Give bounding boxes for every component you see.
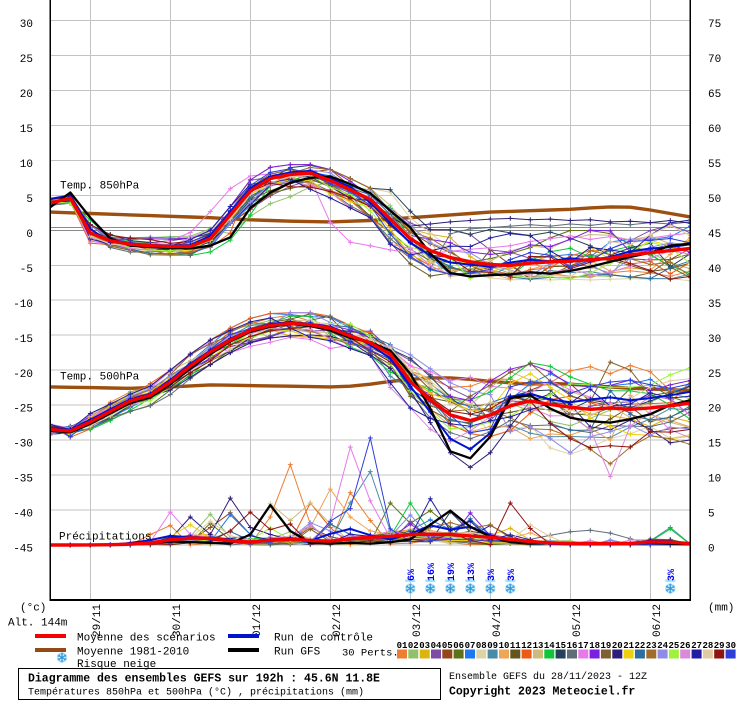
svg-text:10: 10 — [20, 159, 33, 171]
svg-text:01: 01 — [397, 641, 408, 651]
svg-text:35: 35 — [708, 299, 721, 311]
svg-text:04: 04 — [431, 641, 442, 651]
svg-text:02: 02 — [408, 641, 419, 651]
svg-text:26: 26 — [680, 641, 691, 651]
svg-text:Run de contrôle: Run de contrôle — [274, 633, 373, 645]
svg-text:30: 30 — [708, 334, 721, 346]
svg-text:10: 10 — [499, 641, 510, 651]
svg-text:07: 07 — [465, 641, 476, 651]
svg-text:55: 55 — [708, 159, 721, 171]
svg-text:29: 29 — [714, 641, 725, 651]
svg-text:45: 45 — [708, 229, 721, 241]
svg-text:50: 50 — [708, 194, 721, 206]
svg-text:20: 20 — [20, 89, 33, 101]
svg-text:(mm): (mm) — [708, 603, 734, 615]
svg-text:-20: -20 — [13, 369, 33, 381]
svg-text:70: 70 — [708, 54, 721, 66]
svg-text:27: 27 — [691, 641, 702, 651]
svg-text:05: 05 — [442, 641, 453, 651]
svg-text:24: 24 — [657, 641, 668, 651]
svg-text:23: 23 — [646, 641, 657, 651]
svg-text:-15: -15 — [13, 334, 33, 346]
svg-text:20: 20 — [612, 641, 623, 651]
svg-text:-30: -30 — [13, 439, 33, 451]
svg-text:Risque neige: Risque neige — [77, 659, 156, 671]
svg-text:6%: 6% — [407, 569, 418, 581]
svg-text:30: 30 — [725, 641, 736, 651]
svg-text:15: 15 — [20, 124, 33, 136]
svg-text:17: 17 — [578, 641, 589, 651]
svg-text:28: 28 — [702, 641, 713, 651]
svg-text:01/12: 01/12 — [252, 604, 264, 637]
svg-text:3%: 3% — [487, 569, 498, 581]
svg-text:22: 22 — [634, 641, 645, 651]
svg-text:21: 21 — [623, 641, 634, 651]
svg-text:08: 08 — [476, 641, 487, 651]
svg-text:0: 0 — [26, 229, 33, 241]
svg-text:13%: 13% — [467, 563, 478, 581]
svg-text:5: 5 — [708, 509, 715, 521]
svg-text:14: 14 — [544, 641, 555, 651]
svg-text:04/12: 04/12 — [492, 604, 504, 637]
svg-text:-5: -5 — [20, 264, 33, 276]
svg-text:25: 25 — [668, 641, 679, 651]
svg-text:Temp. 850hPa: Temp. 850hPa — [60, 181, 140, 193]
svg-text:15: 15 — [555, 641, 566, 651]
svg-text:03/12: 03/12 — [412, 604, 424, 637]
svg-text:06/12: 06/12 — [652, 604, 664, 637]
svg-text:3%: 3% — [507, 569, 518, 581]
svg-text:40: 40 — [708, 264, 721, 276]
svg-text:Températures 850hPa et 500hPa: Températures 850hPa et 500hPa (°C) , pré… — [28, 687, 364, 699]
svg-text:Moyenne des scénarios: Moyenne des scénarios — [77, 633, 216, 645]
svg-text:30/11: 30/11 — [172, 604, 184, 637]
svg-text:Copyright 2023 Meteociel.fr: Copyright 2023 Meteociel.fr — [449, 686, 635, 699]
svg-text:25: 25 — [20, 54, 33, 66]
svg-text:Précipitations: Précipitations — [59, 532, 151, 544]
svg-text:(°c): (°c) — [20, 603, 46, 615]
svg-text:3%: 3% — [667, 569, 678, 581]
svg-text:Ensemble GEFS du 28/11/2023 -: Ensemble GEFS du 28/11/2023 - 12Z — [449, 671, 647, 683]
svg-text:30: 30 — [20, 19, 33, 31]
svg-text:-40: -40 — [13, 509, 33, 521]
svg-text:0: 0 — [708, 544, 715, 556]
svg-text:65: 65 — [708, 89, 721, 101]
svg-text:02/12: 02/12 — [332, 604, 344, 637]
svg-text:Temp. 500hPa: Temp. 500hPa — [60, 372, 140, 384]
svg-text:19: 19 — [600, 641, 611, 651]
svg-text:15: 15 — [708, 439, 721, 451]
svg-text:09: 09 — [487, 641, 498, 651]
svg-text:-35: -35 — [13, 474, 33, 486]
svg-text:-45: -45 — [13, 544, 33, 556]
svg-text:25: 25 — [708, 369, 721, 381]
svg-text:-10: -10 — [13, 299, 33, 311]
svg-text:Alt. 144m: Alt. 144m — [8, 618, 68, 630]
svg-text:03: 03 — [419, 641, 430, 651]
svg-text:05/12: 05/12 — [572, 604, 584, 637]
svg-text:11: 11 — [510, 641, 521, 651]
svg-text:16: 16 — [567, 641, 578, 651]
svg-text:Moyenne 1981-2010: Moyenne 1981-2010 — [77, 647, 189, 659]
svg-text:19%: 19% — [447, 563, 458, 581]
svg-text:5: 5 — [26, 194, 33, 206]
svg-text:18: 18 — [589, 641, 600, 651]
svg-text:12: 12 — [521, 641, 532, 651]
svg-text:20: 20 — [708, 404, 721, 416]
svg-text:-25: -25 — [13, 404, 33, 416]
svg-text:Diagramme des ensembles GEFS s: Diagramme des ensembles GEFS sur 192h : … — [28, 673, 380, 686]
svg-text:13: 13 — [533, 641, 544, 651]
svg-text:Run GFS: Run GFS — [274, 647, 321, 659]
svg-text:29/11: 29/11 — [92, 604, 104, 637]
svg-text:10: 10 — [708, 474, 721, 486]
svg-text:16%: 16% — [427, 563, 438, 581]
svg-text:60: 60 — [708, 124, 721, 136]
svg-text:30 Perts.: 30 Perts. — [342, 648, 399, 660]
svg-text:75: 75 — [708, 19, 721, 31]
svg-text:06: 06 — [453, 641, 464, 651]
